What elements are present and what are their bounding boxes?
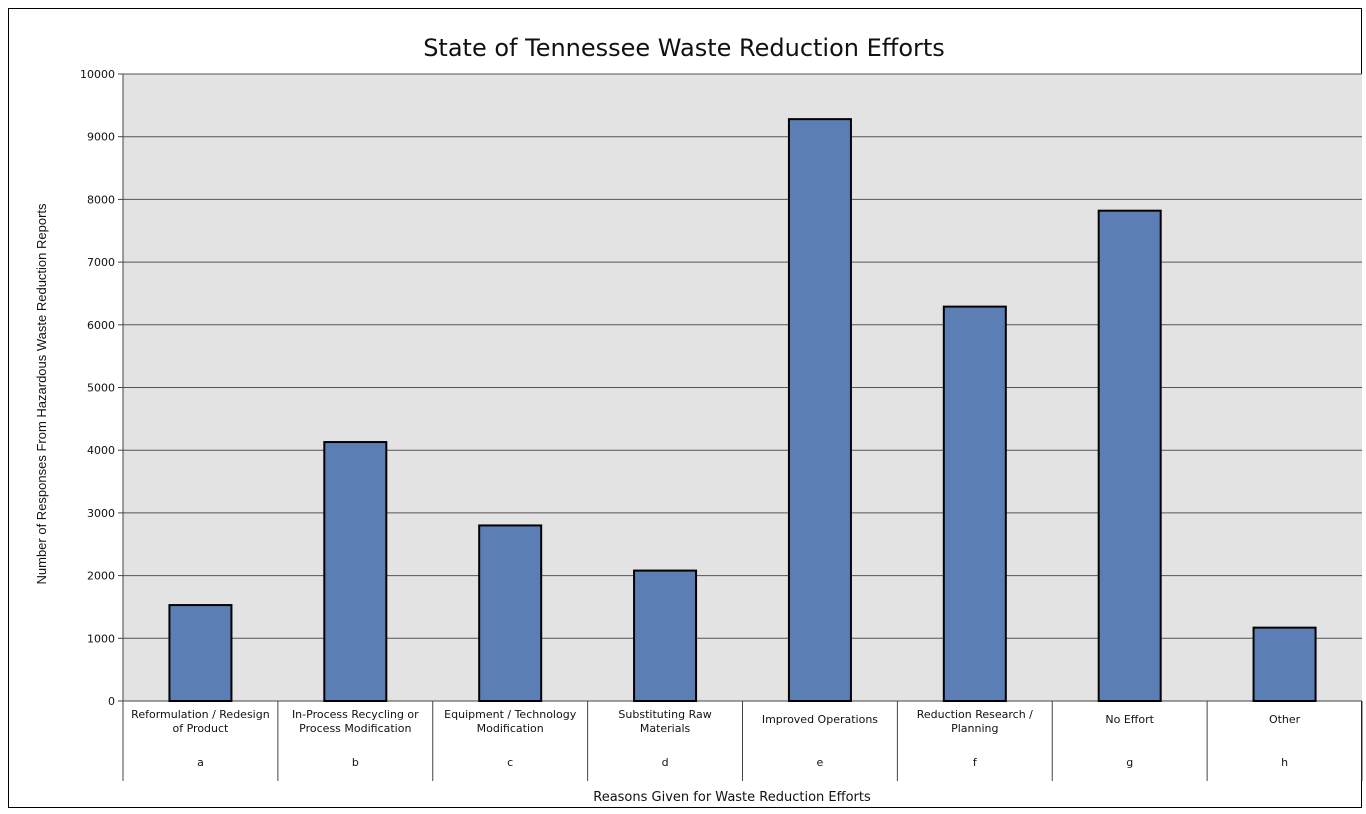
category-code: d — [662, 756, 669, 769]
y-tick-label: 8000 — [87, 193, 115, 206]
category-label: Materials — [640, 722, 691, 735]
x-axis-title: Reasons Given for Waste Reduction Effort… — [593, 790, 871, 805]
category-label: Reduction Research / — [917, 708, 1033, 721]
category-label: Planning — [951, 722, 998, 735]
plot-area: 0 1000 2000 3000 4000 5000 6000 7000 8000 9000 100… — [80, 68, 1363, 781]
y-tick-label: 3000 — [87, 507, 115, 520]
bar-h — [1252, 626, 1317, 702]
bar-a — [168, 604, 233, 702]
y-tick-label: 2000 — [87, 570, 115, 583]
category-code: b — [352, 756, 359, 769]
chart-title: State of Tennessee Waste Reduction Effor… — [423, 34, 945, 62]
y-tick-label: 7000 — [87, 256, 115, 269]
bar-g — [1097, 209, 1162, 702]
y-tick-label: 0 — [108, 695, 115, 708]
category-code: h — [1281, 756, 1288, 769]
category-code: a — [197, 756, 204, 769]
bar-e — [787, 118, 852, 703]
chart-frame: State of Tennessee Waste Reduction Effor… — [8, 8, 1363, 808]
category-code: g — [1126, 756, 1133, 769]
bar-f — [942, 305, 1007, 702]
category-label: Other — [1269, 713, 1301, 726]
y-tick-label: 9000 — [87, 131, 115, 144]
y-tick-label: 5000 — [87, 382, 115, 395]
category-label: of Product — [173, 722, 230, 735]
y-tick-label: 4000 — [87, 444, 115, 457]
bar-c — [478, 524, 543, 702]
y-tick-label: 1000 — [87, 632, 115, 645]
category-label: Equipment / Technology — [444, 708, 577, 721]
category-code: e — [817, 756, 824, 769]
category-label: In-Process Recycling or — [292, 708, 419, 721]
category-label: Reformulation / Redesign — [131, 708, 270, 721]
y-axis-title: Number of Responses From Hazardous Waste… — [34, 203, 49, 585]
bar-d — [633, 569, 698, 702]
category-label: Improved Operations — [762, 713, 878, 726]
category-label: Modification — [477, 722, 544, 735]
category-code: f — [973, 756, 978, 769]
y-tick-label: 6000 — [87, 319, 115, 332]
category-label: Substituting Raw — [618, 708, 711, 721]
bar-chart: State of Tennessee Waste Reduction Effor… — [34, 34, 1363, 805]
category-label: Process Modification — [299, 722, 411, 735]
y-tick-label: 10000 — [80, 68, 115, 81]
bar-b — [323, 441, 388, 702]
category-label: No Effort — [1105, 713, 1154, 726]
category-code: c — [507, 756, 513, 769]
